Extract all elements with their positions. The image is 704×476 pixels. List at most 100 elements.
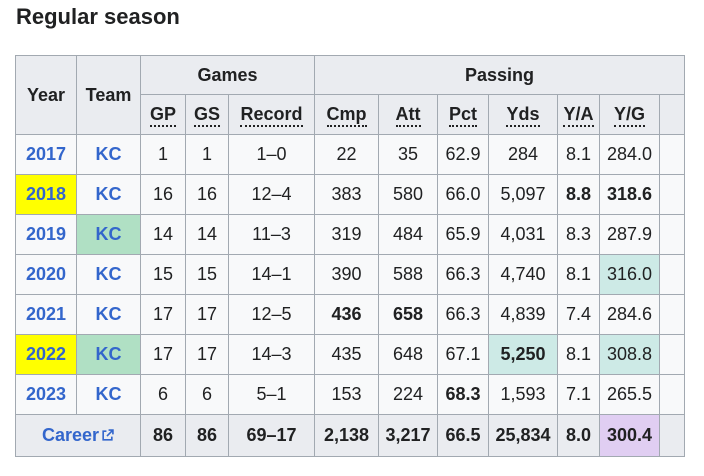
cell-gp: 17 — [140, 294, 186, 335]
career-record: 69–17 — [228, 414, 315, 457]
header-cmp[interactable]: Cmp — [314, 94, 379, 135]
header-att[interactable]: Att — [378, 94, 438, 135]
cell-cmp: 383 — [314, 174, 379, 215]
cell-record: 14–1 — [228, 254, 315, 295]
career-yg: 300.4 — [599, 414, 660, 457]
header-games: Games — [140, 55, 315, 95]
header-ya[interactable]: Y/A — [557, 94, 600, 135]
cell-cmp: 22 — [314, 134, 379, 175]
header-passing: Passing — [314, 55, 685, 95]
table-row: 2021 KC 17 17 12–5 436 658 66.3 4,839 7.… — [15, 294, 685, 335]
cell-yds: 5,097 — [488, 174, 558, 215]
cell-pct: 66.3 — [437, 294, 489, 335]
cell-cmp: 390 — [314, 254, 379, 295]
cell-cmp: 319 — [314, 214, 379, 255]
cell-yds: 5,250 — [488, 334, 558, 375]
cell-att: 588 — [378, 254, 438, 295]
cell-yds: 4,031 — [488, 214, 558, 255]
header-record[interactable]: Record — [228, 94, 315, 135]
cell-att: 484 — [378, 214, 438, 255]
header-gs[interactable]: GS — [185, 94, 229, 135]
team-link[interactable]: KC — [76, 174, 141, 215]
year-link[interactable]: 2022 — [15, 334, 77, 375]
cell-pct: 66.0 — [437, 174, 489, 215]
cell-ya: 7.1 — [557, 374, 600, 415]
cell-overflow — [659, 414, 685, 457]
cell-ya: 8.1 — [557, 134, 600, 175]
cell-overflow — [659, 174, 685, 215]
team-link[interactable]: KC — [76, 134, 141, 175]
team-link[interactable]: KC — [76, 254, 141, 295]
table-row: 2018 KC 16 16 12–4 383 580 66.0 5,097 8.… — [15, 174, 685, 215]
table-row: 2022 KC 17 17 14–3 435 648 67.1 5,250 8.… — [15, 334, 685, 375]
cell-cmp: 436 — [314, 294, 379, 335]
cell-yds: 4,740 — [488, 254, 558, 295]
cell-yg: 265.5 — [599, 374, 660, 415]
cell-record: 5–1 — [228, 374, 315, 415]
cell-overflow — [659, 214, 685, 255]
cell-gp: 6 — [140, 374, 186, 415]
table-row: 2017 KC 1 1 1–0 22 35 62.9 284 8.1 284.0 — [15, 134, 685, 175]
cell-pct: 66.3 — [437, 254, 489, 295]
cell-pct: 68.3 — [437, 374, 489, 415]
team-link[interactable]: KC — [76, 334, 141, 375]
cell-pct: 62.9 — [437, 134, 489, 175]
year-link[interactable]: 2020 — [15, 254, 77, 295]
cell-overflow — [659, 294, 685, 335]
cell-gp: 14 — [140, 214, 186, 255]
cell-overflow — [659, 374, 685, 415]
career-gs: 86 — [185, 414, 229, 457]
team-link[interactable]: KC — [76, 374, 141, 415]
header-team: Team — [76, 55, 141, 135]
year-link[interactable]: 2018 — [15, 174, 77, 215]
cell-overflow — [659, 334, 685, 375]
cell-att: 658 — [378, 294, 438, 335]
header-yg[interactable]: Y/G — [599, 94, 660, 135]
year-link[interactable]: 2017 — [15, 134, 77, 175]
cell-record: 12–4 — [228, 174, 315, 215]
career-yds: 25,834 — [488, 414, 558, 457]
cell-ya: 7.4 — [557, 294, 600, 335]
cell-yg: 316.0 — [599, 254, 660, 295]
cell-pct: 65.9 — [437, 214, 489, 255]
cell-att: 648 — [378, 334, 438, 375]
header-pct[interactable]: Pct — [437, 94, 489, 135]
cell-yds: 284 — [488, 134, 558, 175]
cell-gp: 16 — [140, 174, 186, 215]
cell-gs: 15 — [185, 254, 229, 295]
year-link[interactable]: 2023 — [15, 374, 77, 415]
cell-overflow — [659, 254, 685, 295]
career-pct: 66.5 — [437, 414, 489, 457]
table-row: 2023 KC 6 6 5–1 153 224 68.3 1,593 7.1 2… — [15, 374, 685, 415]
cell-gp: 1 — [140, 134, 186, 175]
team-link[interactable]: KC — [76, 294, 141, 335]
header-yds[interactable]: Yds — [488, 94, 558, 135]
year-link[interactable]: 2021 — [15, 294, 77, 335]
cell-cmp: 435 — [314, 334, 379, 375]
header-overflow — [659, 94, 685, 135]
career-gp: 86 — [140, 414, 186, 457]
career-link[interactable]: Career — [15, 414, 141, 457]
cell-gs: 16 — [185, 174, 229, 215]
cell-att: 580 — [378, 174, 438, 215]
cell-yg: 284.0 — [599, 134, 660, 175]
table-row: 2019 KC 14 14 11–3 319 484 65.9 4,031 8.… — [15, 214, 685, 255]
cell-record: 14–3 — [228, 334, 315, 375]
stats-table: Year Team Games Passing GP GS Record Cmp… — [15, 55, 685, 457]
cell-gs: 17 — [185, 334, 229, 375]
cell-pct: 67.1 — [437, 334, 489, 375]
career-ya: 8.0 — [557, 414, 600, 457]
cell-cmp: 153 — [314, 374, 379, 415]
team-link[interactable]: KC — [76, 214, 141, 255]
cell-gs: 6 — [185, 374, 229, 415]
cell-yg: 284.6 — [599, 294, 660, 335]
cell-ya: 8.3 — [557, 214, 600, 255]
cell-att: 224 — [378, 374, 438, 415]
cell-ya: 8.8 — [557, 174, 600, 215]
cell-gs: 1 — [185, 134, 229, 175]
section-title: Regular season — [16, 4, 180, 29]
year-link[interactable]: 2019 — [15, 214, 77, 255]
cell-yds: 1,593 — [488, 374, 558, 415]
header-gp[interactable]: GP — [140, 94, 186, 135]
cell-record: 12–5 — [228, 294, 315, 335]
